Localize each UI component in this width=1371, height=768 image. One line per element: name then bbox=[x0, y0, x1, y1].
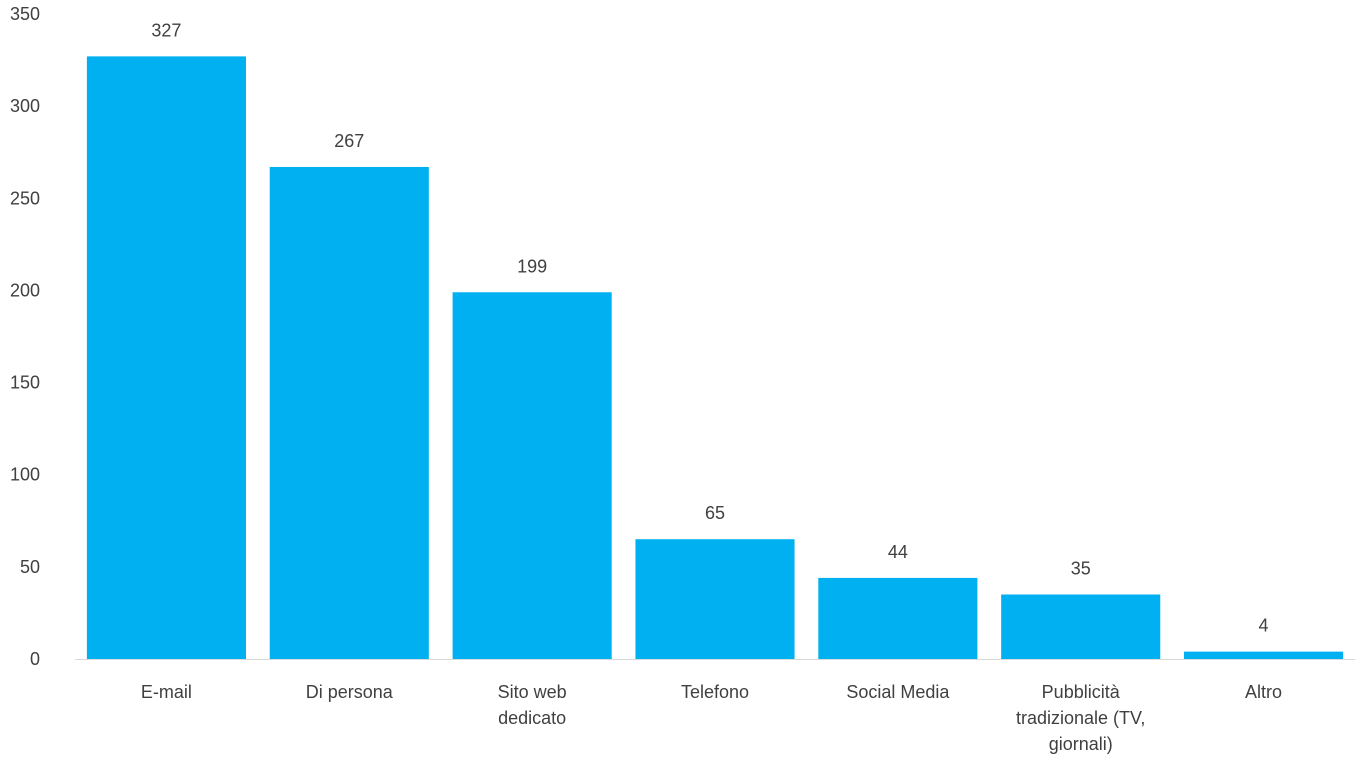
bar bbox=[818, 577, 978, 659]
y-tick-label: 200 bbox=[10, 280, 40, 300]
x-tick-label-line: Telefono bbox=[681, 682, 749, 702]
x-tick-label-line: Sito web bbox=[498, 682, 567, 702]
x-tick-label: Sito web dedicato bbox=[498, 682, 567, 728]
bar bbox=[269, 166, 429, 659]
bar bbox=[452, 292, 612, 659]
x-tick-label-line: tradizionale (TV, bbox=[1016, 708, 1145, 728]
x-tick-label-line: giornali) bbox=[1049, 734, 1113, 754]
x-tick-label: Di persona bbox=[306, 682, 394, 702]
x-tick-label: E-mail bbox=[141, 682, 192, 702]
x-tick-label: Pubblicità tradizionale (TV, giornali) bbox=[1016, 682, 1145, 754]
data-label: 44 bbox=[888, 542, 908, 562]
x-tick-label-line: dedicato bbox=[498, 708, 566, 728]
x-tick-label-line: Social Media bbox=[846, 682, 950, 702]
y-tick-label: 350 bbox=[10, 4, 40, 24]
x-tick-label: Telefono bbox=[681, 682, 749, 702]
y-tick-label: 250 bbox=[10, 188, 40, 208]
bar bbox=[1001, 594, 1161, 659]
x-tick-label-line: Altro bbox=[1245, 682, 1282, 702]
bar bbox=[635, 539, 795, 659]
bars-group bbox=[86, 56, 1344, 659]
data-label: 35 bbox=[1071, 559, 1091, 579]
y-tick-label: 50 bbox=[20, 557, 40, 577]
x-tick-label-line: Pubblicità bbox=[1042, 682, 1121, 702]
bar bbox=[86, 56, 246, 659]
data-label: 65 bbox=[705, 503, 725, 523]
bar bbox=[1184, 651, 1344, 659]
x-tick-label-line: Di persona bbox=[306, 682, 394, 702]
y-tick-label: 0 bbox=[30, 649, 40, 669]
data-label: 4 bbox=[1259, 616, 1269, 636]
data-label: 267 bbox=[334, 131, 364, 151]
category-labels-group: E-mail Di persona Sito web dedicato Telefono… bbox=[141, 682, 1282, 754]
y-tick-label: 300 bbox=[10, 96, 40, 116]
data-labels-group: 327 267 199 65 44 35 4 bbox=[151, 20, 1268, 635]
data-label: 327 bbox=[151, 20, 181, 40]
data-label: 199 bbox=[517, 256, 547, 276]
y-tick-label: 100 bbox=[10, 465, 40, 485]
x-tick-label-line: E-mail bbox=[141, 682, 192, 702]
y-axis-ticks: 0 50 100 150 200 250 300 350 bbox=[10, 4, 40, 669]
x-tick-label: Altro bbox=[1245, 682, 1282, 702]
y-tick-label: 150 bbox=[10, 373, 40, 393]
x-tick-label: Social Media bbox=[846, 682, 950, 702]
